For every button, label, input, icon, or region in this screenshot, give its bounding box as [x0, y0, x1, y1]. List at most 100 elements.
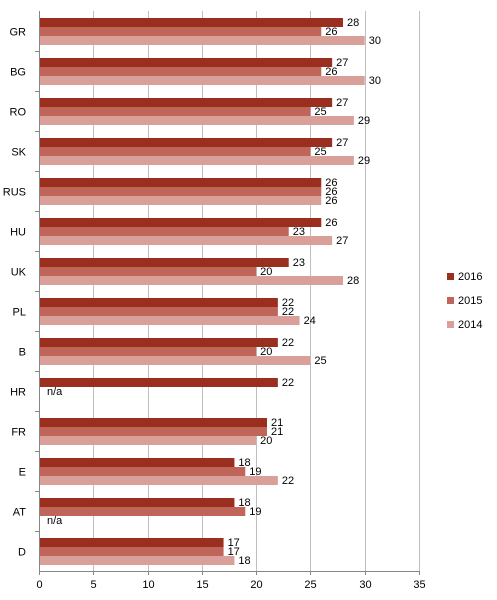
value-label: 22 — [282, 306, 294, 318]
category-label: HR — [10, 387, 26, 399]
value-label: 28 — [347, 17, 359, 29]
bar-2015-BG — [40, 67, 322, 76]
bar-2014-PL — [40, 316, 300, 325]
bar-2014-B — [40, 356, 311, 365]
bar-2016-RUS — [40, 178, 322, 187]
value-label: 23 — [293, 257, 305, 269]
axes: 0 5 10 15 20 25 30 35 GR BG RO SK RUS HU UK PL B HR FR E AT D — [3, 11, 426, 591]
x-tick-label: 10 — [142, 579, 154, 591]
value-label: 26 — [325, 66, 337, 78]
value-label: 29 — [358, 115, 370, 127]
value-label: 22 — [282, 297, 294, 309]
bar-2016-BG — [40, 58, 333, 67]
value-label: 25 — [314, 106, 326, 118]
x-tick-label: 0 — [36, 579, 42, 591]
value-label: 22 — [282, 377, 294, 389]
category-label: BG — [10, 67, 26, 79]
category-label: RO — [10, 107, 27, 119]
value-label: 26 — [325, 26, 337, 38]
category-label: GR — [10, 27, 27, 39]
value-label: 18 — [238, 457, 250, 469]
x-tick-label: 35 — [413, 579, 425, 591]
category-label: RUS — [3, 187, 26, 199]
bar-2015-B — [40, 347, 257, 356]
value-label: 30 — [369, 75, 381, 87]
bar-2016-D — [40, 538, 224, 547]
value-label-na: n/a — [47, 386, 63, 398]
legend-swatch-2016 — [447, 273, 454, 280]
bar-2014-D — [40, 556, 235, 565]
category-label: UK — [11, 267, 27, 279]
bar-2016-PL — [40, 298, 278, 307]
value-label: 22 — [282, 337, 294, 349]
legend-swatch-2015 — [447, 297, 454, 304]
value-label: 27 — [336, 57, 348, 69]
bar-2015-PL — [40, 307, 278, 316]
bar-2015-D — [40, 547, 224, 556]
category-label: E — [19, 467, 26, 479]
value-label: 26 — [325, 186, 337, 198]
category-label: PL — [13, 307, 26, 319]
value-label: 20 — [260, 346, 272, 358]
bar-2016-UK — [40, 258, 289, 267]
legend-label: 2016 — [458, 271, 482, 283]
bar-2015-SK — [40, 147, 311, 156]
legend-swatch-2014 — [447, 321, 454, 328]
value-label: 21 — [271, 417, 283, 429]
value-label: 17 — [228, 546, 240, 558]
bar-2016-HU — [40, 218, 322, 227]
value-label: 20 — [260, 266, 272, 278]
legend-label: 2014 — [458, 319, 482, 331]
legend: 2016 2015 2014 — [447, 271, 482, 331]
bar-2014-E — [40, 476, 278, 485]
bar-2015-FR — [40, 427, 267, 436]
value-label: 22 — [282, 475, 294, 487]
category-label: B — [19, 347, 26, 359]
category-label: SK — [11, 147, 26, 159]
bar-2015-AT — [40, 507, 246, 516]
value-label: 18 — [238, 497, 250, 509]
gridlines — [93, 11, 420, 571]
category-label: FR — [11, 427, 26, 439]
value-label: 24 — [304, 315, 316, 327]
bar-2015-HU — [40, 227, 289, 236]
value-label: 26 — [325, 217, 337, 229]
x-tick-label: 15 — [196, 579, 208, 591]
bar-2014-RUS — [40, 196, 322, 205]
bar-2014-BG — [40, 76, 365, 85]
category-label: AT — [13, 507, 27, 519]
bar-2014-HU — [40, 236, 333, 245]
bar-2015-UK — [40, 267, 257, 276]
value-label-na: n/a — [47, 515, 63, 527]
bar-2015-RO — [40, 107, 311, 116]
bar-2016-AT — [40, 498, 235, 507]
value-label: 30 — [369, 35, 381, 47]
x-tick-label: 5 — [90, 579, 96, 591]
x-tick-label: 20 — [250, 579, 262, 591]
bar-2014-FR — [40, 436, 257, 445]
bar-2015-RUS — [40, 187, 322, 196]
bar-2014-UK — [40, 276, 343, 285]
bar-2014-SK — [40, 156, 354, 165]
bar-2016-B — [40, 338, 278, 347]
legend-label: 2015 — [458, 295, 482, 307]
bar-2016-SK — [40, 138, 333, 147]
value-label: 27 — [336, 235, 348, 247]
value-label: 27 — [336, 97, 348, 109]
bar-2014-GR — [40, 36, 365, 45]
bar-2016-RO — [40, 98, 333, 107]
value-label: 17 — [228, 537, 240, 549]
bar-2014-RO — [40, 116, 354, 125]
value-label: 19 — [249, 506, 261, 518]
value-label: 25 — [314, 146, 326, 158]
value-label: 26 — [325, 177, 337, 189]
value-label: 29 — [358, 155, 370, 167]
value-label: 21 — [271, 426, 283, 438]
value-label: 27 — [336, 137, 348, 149]
value-label: 19 — [249, 466, 261, 478]
category-label: HU — [10, 227, 26, 239]
value-label: 26 — [325, 195, 337, 207]
bar-2016-FR — [40, 418, 267, 427]
bar-2016-E — [40, 458, 235, 467]
